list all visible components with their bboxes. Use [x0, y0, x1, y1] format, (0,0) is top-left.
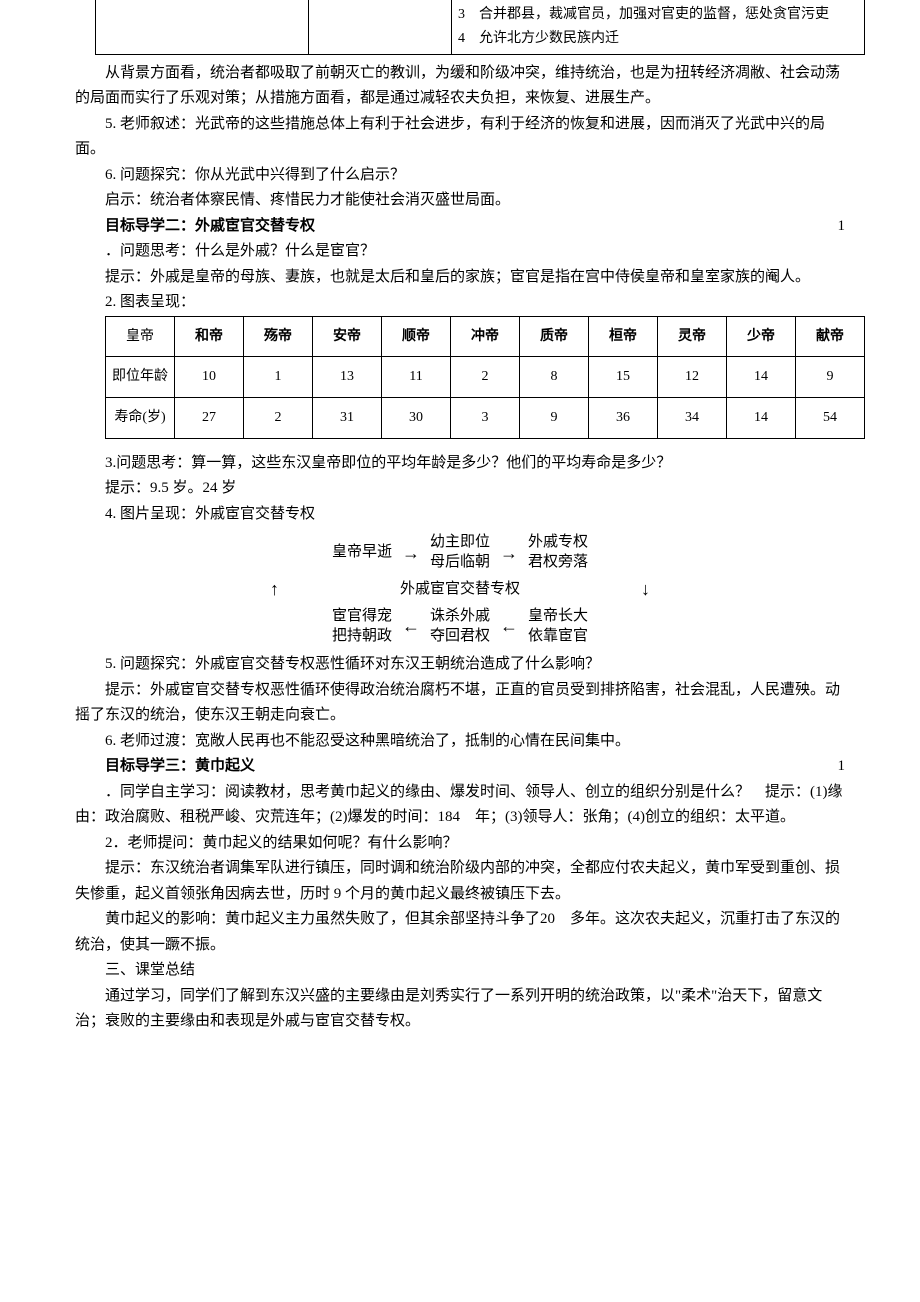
diagram-row-bottom: 宦官得宠 把持朝政 ← 诛杀外戚 夺回君权 ← 皇帝长大 依靠宦官 [250, 607, 670, 646]
th-shangdi: 殇帝 [244, 316, 313, 357]
para-hint-cycle: 提示：外戚宦官交替专权恶性循环使得政治统治腐朽不堪，正直的官员受到排挤陷害，社会… [75, 678, 845, 729]
table-row-life: 寿命(岁) 27 2 31 30 3 9 36 34 14 54 [106, 398, 865, 439]
para-q3: 3.问题思考：算一算，这些东汉皇帝即位的平均年龄是多少？他们的平均寿命是多少？ [75, 451, 845, 477]
arrow-up-icon: ↑ [270, 574, 279, 605]
table-row-header: 皇帝 和帝 殇帝 安帝 顺帝 冲帝 质帝 桓帝 灵帝 少帝 献帝 [106, 316, 865, 357]
node-young-throne: 幼主即位 母后临朝 [430, 533, 490, 572]
heading-2-text: 目标导学二：外戚宦官交替专权 [105, 218, 315, 234]
life-cell: 36 [589, 398, 658, 439]
arrow-left-icon: ← [398, 611, 424, 642]
diagram-row-top: 皇帝早逝 → 幼主即位 母后临朝 → 外戚专权 君权旁落 [250, 533, 670, 572]
para-summary-head: 三、课堂总结 [75, 958, 845, 984]
life-cell: 30 [382, 398, 451, 439]
para-img-intro: 4. 图片呈现：外戚宦官交替专权 [75, 502, 845, 528]
para-table-intro: 2. 图表呈现： [75, 290, 845, 316]
para-teacher-5: 5. 老师叙述：光武帝的这些措施总体上有利于社会进步，有利于经济的恢复和进展，因… [75, 112, 845, 163]
life-cell: 34 [658, 398, 727, 439]
age-cell: 1 [244, 357, 313, 398]
age-cell: 11 [382, 357, 451, 398]
th-emperor: 皇帝 [106, 316, 175, 357]
node-text: 皇帝早逝 [332, 544, 392, 560]
arrow-right-icon: → [398, 538, 424, 569]
partial-cell-right: 3 合并郡县，裁减官员，加强对官吏的监督，惩处贪官污吏 4 允许北方少数民族内迁 [452, 0, 865, 54]
partial-cell-mid [309, 0, 452, 54]
life-cell: 54 [796, 398, 865, 439]
th-zhidi: 质帝 [520, 316, 589, 357]
th-andi: 安帝 [313, 316, 382, 357]
heading-2-num: 1 [808, 214, 846, 240]
cycle-diagram: 皇帝早逝 → 幼主即位 母后临朝 → 外戚专权 君权旁落 ↑ 外戚宦官交替专权 … [250, 533, 670, 646]
age-cell: 13 [313, 357, 382, 398]
node-waiqi-power: 外戚专权 君权旁落 [528, 533, 588, 572]
node-text: 母后临朝 [430, 554, 490, 570]
para-q-waiqi: ．问题思考：什么是外戚？什么是宦官？ [75, 239, 845, 265]
partial-measures-table: 3 合并郡县，裁减官员，加强对官吏的监督，惩处贪官污吏 4 允许北方少数民族内迁 [95, 0, 865, 55]
para-teacher-q2: 2．老师提问：黄巾起义的结果如何呢？有什么影响？ [75, 831, 845, 857]
heading-3-num: 1 [808, 754, 846, 780]
age-cell: 8 [520, 357, 589, 398]
heading-section-3: 目标导学三：黄巾起义 1 [75, 754, 845, 780]
diagram-center-label: 外戚宦官交替专权 [400, 577, 520, 603]
life-cell: 2 [244, 398, 313, 439]
para-question-6: 6. 问题探究：你从光武中兴得到了什么启示？ [75, 163, 845, 189]
node-text: 宦官得宠 [332, 608, 392, 624]
emperors-table: 皇帝 和帝 殇帝 安帝 顺帝 冲帝 质帝 桓帝 灵帝 少帝 献帝 即位年龄 10… [105, 316, 865, 439]
node-text: 皇帝长大 [528, 608, 588, 624]
para-background: 从背景方面看，统治者都吸取了前朝灭亡的教训，为缓和阶级冲突，维持统治，也是为扭转… [75, 61, 845, 112]
life-cell: 27 [175, 398, 244, 439]
age-cell: 9 [796, 357, 865, 398]
th-chongdi: 冲帝 [451, 316, 520, 357]
life-cell: 31 [313, 398, 382, 439]
arrow-left-icon: ← [496, 611, 522, 642]
heading-3-text: 目标导学三：黄巾起义 [105, 758, 255, 774]
life-cell: 3 [451, 398, 520, 439]
node-text: 君权旁落 [528, 554, 588, 570]
life-cell: 14 [727, 398, 796, 439]
th-huandi: 桓帝 [589, 316, 658, 357]
age-cell: 2 [451, 357, 520, 398]
node-eunuch-favor: 宦官得宠 把持朝政 [332, 607, 392, 646]
arrow-right-icon: → [496, 538, 522, 569]
measure-3: 3 合并郡县，裁减官员，加强对官吏的监督，惩处贪官污吏 [458, 3, 858, 27]
para-hint-waiqi: 提示：外戚是皇帝的母族、妻族，也就是太后和皇后的家族；宦官是指在宫中侍侯皇帝和皇… [75, 265, 845, 291]
para-hint-ages: 提示：9.5 岁。24 岁 [75, 476, 845, 502]
node-emperor-grown: 皇帝长大 依靠宦官 [528, 607, 588, 646]
node-text: 幼主即位 [430, 534, 490, 550]
th-shaodi: 少帝 [727, 316, 796, 357]
th-shundi: 顺帝 [382, 316, 451, 357]
para-enlighten: 启示：统治者体察民情、疼惜民力才能使社会消灭盛世局面。 [75, 188, 845, 214]
heading-section-2: 目标导学二：外戚宦官交替专权 1 [75, 214, 845, 240]
para-summary: 通过学习，同学们了解到东汉兴盛的主要缘由是刘秀实行了一系列开明的统治政策，以"柔… [75, 984, 845, 1035]
life-cell: 9 [520, 398, 589, 439]
age-cell: 12 [658, 357, 727, 398]
age-cell: 14 [727, 357, 796, 398]
node-text: 把持朝政 [332, 628, 392, 644]
node-text: 夺回君权 [430, 628, 490, 644]
partial-cell-left [96, 0, 309, 54]
para-impact: 黄巾起义的影响：黄巾起义主力虽然失败了，但其余部坚持斗争了20 多年。这次农夫起… [75, 907, 845, 958]
age-cell: 15 [589, 357, 658, 398]
node-text: 外戚专权 [528, 534, 588, 550]
node-kill-waiqi: 诛杀外戚 夺回君权 [430, 607, 490, 646]
age-cell: 10 [175, 357, 244, 398]
diagram-row-mid: ↑ 外戚宦官交替专权 ↓ [250, 572, 670, 607]
th-lingdi: 灵帝 [658, 316, 727, 357]
row-life-label: 寿命(岁) [106, 398, 175, 439]
para-student-learn: ．同学自主学习：阅读教材，思考黄巾起义的缘由、爆发时间、领导人、创立的组织分别是… [75, 780, 845, 831]
th-xiandi: 献帝 [796, 316, 865, 357]
node-text: 依靠宦官 [528, 628, 588, 644]
measure-4: 4 允许北方少数民族内迁 [458, 27, 858, 51]
th-hedi: 和帝 [175, 316, 244, 357]
node-emperor-dies: 皇帝早逝 [332, 543, 392, 563]
arrow-down-icon: ↓ [641, 574, 650, 605]
para-hint-result: 提示：东汉统治者调集军队进行镇压，同时调和统治阶级内部的冲突，全都应付农夫起义，… [75, 856, 845, 907]
para-q5: 5. 问题探究：外戚宦官交替专权恶性循环对东汉王朝统治造成了什么影响？ [75, 652, 845, 678]
table-row-age: 即位年龄 10 1 13 11 2 8 15 12 14 9 [106, 357, 865, 398]
para-teacher-6: 6. 老师过渡：宽敞人民再也不能忍受这种黑暗统治了，抵制的心情在民间集中。 [75, 729, 845, 755]
row-age-label: 即位年龄 [106, 357, 175, 398]
node-text: 诛杀外戚 [430, 608, 490, 624]
